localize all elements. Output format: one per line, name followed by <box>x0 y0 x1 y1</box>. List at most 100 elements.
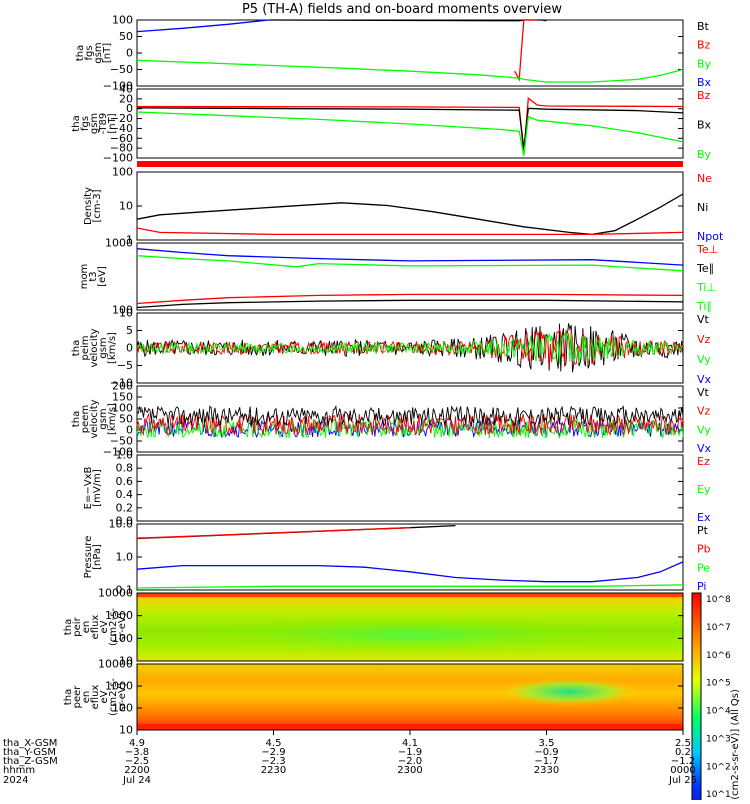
y-axis-label: (cm2-s- <box>108 608 119 646</box>
y-axis-label: eflux <box>90 615 101 640</box>
y-axis-label: peim <box>80 335 91 360</box>
panel-7: 1.00.80.60.40.20.0 E=−VxB[mV/m] Ez Ey Ex <box>83 449 711 528</box>
y-axis-label: tha <box>75 45 86 61</box>
panel-frame <box>136 592 684 662</box>
legend-entry: Ti∥ <box>696 300 712 313</box>
legend-entry: Vt <box>697 386 710 399</box>
y-tick-label: −60 <box>110 132 133 145</box>
y-axis-label: velocity <box>89 328 100 367</box>
x-tick-label: 2230 <box>261 765 286 776</box>
y-axis-label: [nT] <box>107 113 118 133</box>
y-axis-label: sr-eV) <box>117 682 128 711</box>
y-axis-label: gsm <box>98 337 109 358</box>
series-noise <box>136 404 684 427</box>
legend-entry: By <box>697 148 712 161</box>
x-tick-label: Jul 25 <box>668 775 697 786</box>
y-tick-label: 100 <box>112 166 133 179</box>
legend-entry: Npot <box>697 230 724 243</box>
colorbar-tick-label: 10^6 <box>706 651 731 661</box>
y-axis-label: tha <box>71 340 82 356</box>
y-tick-label: 40 <box>119 83 133 96</box>
legend-entry: Vt <box>697 313 710 326</box>
y-tick-label: 10 <box>119 307 133 320</box>
spectrogram-band <box>137 724 683 730</box>
x-row-label: hhmm <box>3 765 35 776</box>
x-row-label: tha_Y-GSM <box>3 747 56 758</box>
panel-frame <box>136 523 684 591</box>
series-line <box>136 19 269 33</box>
y-tick-label: 0 <box>126 424 133 437</box>
y-tick-label: 10000 <box>98 658 133 671</box>
y-tick-label: 100 <box>112 304 133 317</box>
series-line <box>136 293 684 305</box>
x-tick-label: −2.9 <box>261 747 285 758</box>
x-tick-label: −3.8 <box>125 747 149 758</box>
colorbar-tick-label: 10^4 <box>706 707 731 717</box>
y-tick-label: 100 <box>112 14 133 27</box>
legend-entry: Vz <box>697 405 711 418</box>
y-tick-label: 10 <box>119 655 133 668</box>
series-line <box>136 227 684 236</box>
colorbar-tick-label: 10^2 <box>706 762 731 772</box>
series-line <box>514 19 538 82</box>
colorbar-tick-label: 10^5 <box>706 679 731 689</box>
y-tick-label: 200 <box>112 380 133 393</box>
x-tick-label: Jul 24 <box>122 775 151 786</box>
y-axis-label: sr-eV) <box>117 612 128 641</box>
y-tick-label: −5 <box>117 359 133 372</box>
y-axis-label: peem <box>80 405 91 433</box>
y-axis-label: tha <box>63 689 74 705</box>
y-tick-label: 10000 <box>98 587 133 600</box>
y-tick-label: 1 <box>126 234 133 247</box>
panel-9: 10000 1000 100 10 thapeirenefluxeV(cm2-s-sr-… <box>63 587 684 668</box>
x-tick-label: 2.5 <box>675 738 691 749</box>
series-line <box>268 19 547 22</box>
x-tick-label: −1.9 <box>398 747 422 758</box>
legend-entry: Bx <box>697 119 712 132</box>
y-tick-label: 1000 <box>105 609 133 622</box>
y-tick-label: 1.0 <box>116 449 134 462</box>
panels: 100500−50−100thafgsgsm[nT]BtBzByBx40200−… <box>63 14 724 737</box>
y-tick-label: 20 <box>119 92 133 105</box>
y-axis-label: en <box>81 691 92 704</box>
legend-entry: By <box>697 57 712 70</box>
y-tick-label: 0.8 <box>116 462 134 475</box>
legend-entry: Bz <box>697 89 711 102</box>
y-axis-label: en <box>81 621 92 634</box>
legend-entry: Vx <box>697 373 712 386</box>
y-axis-label: [mV/m] <box>92 469 103 507</box>
colorbar-labels: 10^810^710^610^510^410^310^210^110^0 <box>706 595 731 800</box>
series-line <box>136 193 684 236</box>
y-tick-label: 100 <box>112 632 133 645</box>
y-tick-label: 100 <box>112 402 133 415</box>
legend-entry: Vy <box>697 353 711 366</box>
y-axis-label: eV <box>99 690 110 703</box>
x-tick-label: 4.5 <box>266 738 282 749</box>
x-row-label: tha_Z-GSM <box>3 756 58 767</box>
y-tick-label: 1000 <box>105 237 133 250</box>
panel-frame <box>136 242 684 311</box>
y-axis-label: eflux <box>90 685 101 710</box>
y-tick-label: 0.0 <box>116 515 134 528</box>
panel-3: 100 10 1 Density[cm-3] Ne Ni Npot <box>83 166 724 247</box>
x-row-label: tha_X-GSM <box>3 738 57 749</box>
spectrogram-hotspot <box>210 617 610 654</box>
y-tick-label: −10 <box>110 377 133 390</box>
y-axis-label: fgs <box>84 45 95 60</box>
y-tick-label: 0.1 <box>116 584 134 597</box>
y-axis-label: [eV] <box>97 266 108 287</box>
y-tick-label: 50 <box>119 413 133 426</box>
series-line <box>136 561 684 583</box>
spectrogram-band <box>137 593 683 597</box>
y-tick-label: 10 <box>119 200 133 213</box>
series-noise <box>136 328 684 367</box>
legend-entry: Ey <box>697 483 711 496</box>
y-tick-label: 0 <box>126 102 133 115</box>
y-tick-label: 1000 <box>105 680 133 693</box>
y-axis-label: t3 <box>88 271 99 281</box>
y-tick-label: −20 <box>110 112 133 125</box>
